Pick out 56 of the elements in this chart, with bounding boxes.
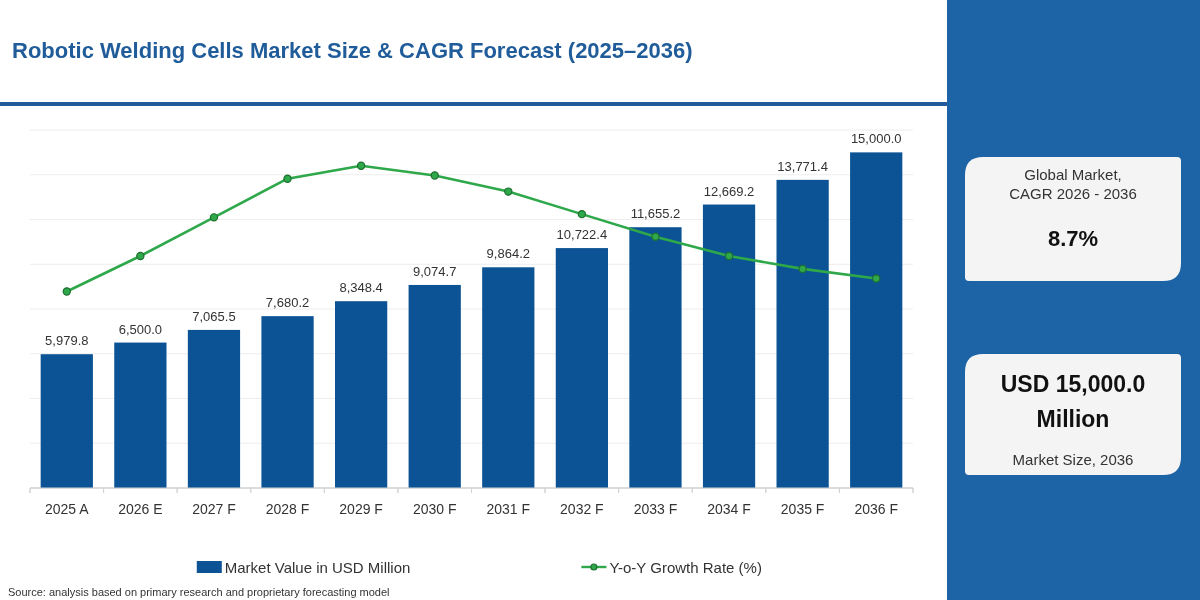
data-label: 6,500.0	[118, 321, 163, 337]
point	[136, 251, 145, 261]
point	[798, 264, 807, 274]
data-label: 7,680.2	[265, 295, 310, 311]
data-label: 12,669.2	[703, 183, 755, 199]
text: Market Size, 2036	[1012, 450, 1134, 468]
bar	[187, 329, 241, 488]
text: USD 15,000.0 Million	[1000, 371, 1146, 432]
point	[62, 287, 71, 296]
x-tick-label: 2036 F	[854, 501, 899, 517]
source-note: Source: analysis based on primary research and proprietary forecasting model	[8, 586, 390, 598]
point	[430, 171, 439, 180]
point	[577, 209, 587, 219]
data-label: 15,000.0	[850, 131, 902, 147]
chart-title: Robotic Welding Cells Market Size & CAGR Forecast (2025–2036)	[12, 38, 693, 63]
x-tick-label: 2025 A	[44, 501, 90, 517]
bar	[850, 152, 903, 488]
data-label: 7,065.5	[192, 308, 236, 324]
text: 8.7%	[1047, 226, 1099, 251]
bar	[555, 248, 608, 488]
bar	[261, 316, 314, 488]
text: Global Market, CAGR 2026 - 2036	[1009, 166, 1137, 202]
data-label: 5,979.8	[45, 333, 89, 349]
x-tick-label: 2032 F	[560, 501, 604, 517]
point	[209, 213, 219, 222]
x-tick-label: 2026 E	[118, 501, 163, 517]
x-tick-label: 2033 F	[633, 501, 678, 517]
x-tick-label: 2027 F	[192, 501, 236, 517]
bar	[335, 301, 388, 488]
data-label: 9,074.7	[413, 263, 457, 279]
legend-label: Y-o-Y Growth Rate (%)	[609, 558, 762, 576]
x-tick-label: 2031 F	[486, 501, 531, 517]
x-tick-label: 2035 F	[780, 501, 825, 517]
bar	[40, 354, 93, 488]
x-tick-label: 2030 F	[412, 501, 457, 517]
point	[872, 274, 881, 283]
x-tick-label: 2034 F	[707, 501, 751, 517]
x-tick-label: 2028 F	[265, 501, 310, 517]
point	[724, 251, 734, 261]
bar	[114, 342, 167, 488]
legend-label: Market Value in USD Million	[224, 558, 411, 576]
point	[356, 161, 366, 170]
point	[504, 187, 513, 196]
data-label: 11,655.2	[630, 206, 681, 222]
data-label: 10,722.4	[556, 227, 608, 243]
bar	[629, 227, 682, 488]
data-label: 9,864.2	[486, 246, 530, 262]
point	[283, 174, 292, 183]
data-label: 13,771.4	[777, 158, 828, 174]
bar	[482, 267, 535, 488]
bar	[702, 204, 756, 488]
data-label: 8,348.4	[339, 280, 383, 296]
x-tick-label: 2029 F	[339, 501, 383, 517]
point	[651, 232, 660, 241]
bar	[776, 179, 829, 488]
bar	[408, 284, 461, 488]
